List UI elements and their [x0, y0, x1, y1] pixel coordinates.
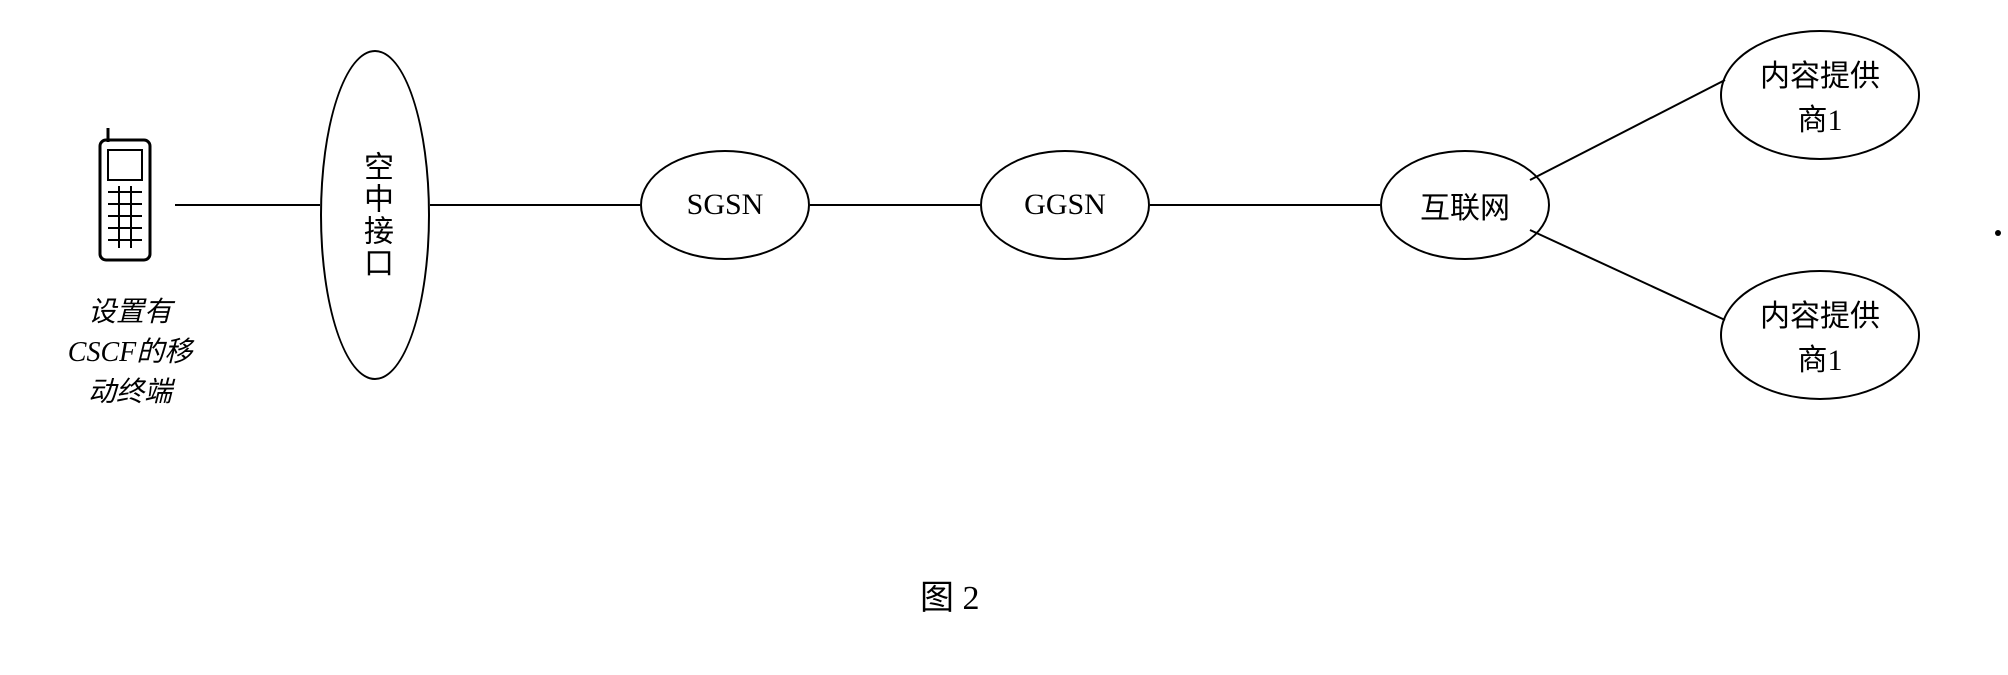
content-provider-2-label: 内容提供商1	[1760, 291, 1880, 379]
mobile-terminal-icon	[90, 120, 160, 275]
internet-node: 互联网	[1380, 150, 1550, 260]
air-interface-node: 空中接口	[320, 50, 430, 380]
ggsn-node: GGSN	[980, 150, 1150, 260]
trailing-dot	[1995, 230, 2001, 236]
ggsn-label: GGSN	[1024, 188, 1106, 222]
network-diagram: 设置有CSCF的移动终端 空中接口 SGSN GGSN 互联网 内容提供商1 内…	[20, 20, 2008, 655]
figure-caption: 图 2	[920, 570, 980, 619]
content-provider-2-node: 内容提供商1	[1720, 270, 1920, 400]
mobile-terminal-label: 设置有CSCF的移动终端	[50, 290, 210, 410]
content-provider-1-node: 内容提供商1	[1720, 30, 1920, 160]
content-provider-1-label: 内容提供商1	[1760, 51, 1880, 139]
internet-label: 互联网	[1420, 183, 1510, 227]
edges-layer	[20, 20, 2008, 655]
air-interface-label: 空中接口	[353, 151, 397, 279]
sgsn-label: SGSN	[687, 188, 764, 222]
sgsn-node: SGSN	[640, 150, 810, 260]
